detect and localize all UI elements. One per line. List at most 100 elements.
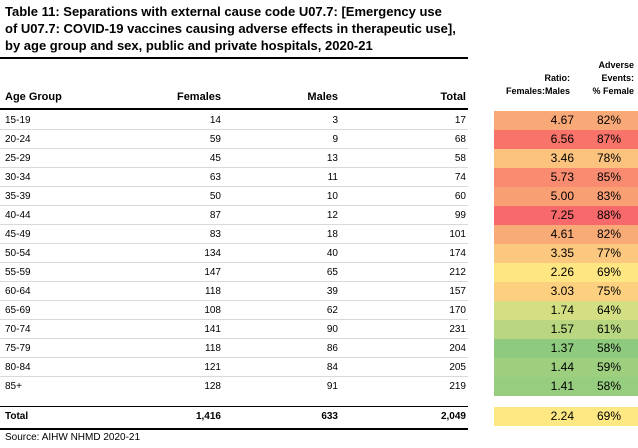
age-cell: 65-69 <box>5 305 31 316</box>
total-row: Total 1,416 633 2,049 2.24 69% <box>0 407 638 426</box>
males-cell: 3 <box>332 115 338 126</box>
females-cell: 134 <box>204 248 221 259</box>
ratio-cell: 2.26 <box>494 263 580 282</box>
pct-female-cell: 88% <box>580 206 638 225</box>
table-row: 30-34 63 11 74 5.73 85% <box>0 168 638 187</box>
table-row: 85+ 128 91 219 1.41 58% <box>0 377 638 396</box>
females-cell: 83 <box>209 229 221 240</box>
total-ratio: 2.24 <box>494 407 580 426</box>
total-rule <box>0 406 468 407</box>
age-cell: 20-24 <box>5 134 31 145</box>
pct-female-cell: 85% <box>580 168 638 187</box>
pct-female-cell: 58% <box>580 339 638 358</box>
row-separator <box>0 148 468 149</box>
females-cell: 14 <box>209 115 221 126</box>
source-note: Source: AIHW NHMD 2020-21 <box>5 432 141 443</box>
row-separator <box>0 205 468 206</box>
ratio-cell: 4.67 <box>494 111 580 130</box>
pct-female-cell: 77% <box>580 244 638 263</box>
females-cell: 50 <box>209 191 221 202</box>
table-row: 75-79 118 86 204 1.37 58% <box>0 339 638 358</box>
ratio-cell: 1.37 <box>494 339 580 358</box>
table-row: 25-29 45 13 58 3.46 78% <box>0 149 638 168</box>
total-cell: 231 <box>449 324 466 335</box>
pct-header-line1: Adverse <box>598 60 634 70</box>
males-cell: 18 <box>326 229 338 240</box>
age-cell: 25-29 <box>5 153 31 164</box>
females-cell: 141 <box>204 324 221 335</box>
males-cell: 84 <box>326 362 338 373</box>
ratio-cell: 7.25 <box>494 206 580 225</box>
total-cell: 174 <box>449 248 466 259</box>
ratio-cell: 3.46 <box>494 149 580 168</box>
ratio-header-line1: Ratio: <box>544 73 571 83</box>
pct-header-line2: Events: <box>601 73 634 83</box>
pct-female-cell: 61% <box>580 320 638 339</box>
ratio-cell: 5.00 <box>494 187 580 206</box>
females-cell: 87 <box>209 210 221 221</box>
total-cell: 68 <box>454 134 466 145</box>
row-separator <box>0 167 468 168</box>
males-cell: 13 <box>326 153 338 164</box>
total-total: 2,049 <box>440 411 466 422</box>
table-row: 60-64 118 39 157 3.03 75% <box>0 282 638 301</box>
age-cell: 40-44 <box>5 210 31 221</box>
pct-female-header: Adverse Events: % Female <box>580 59 634 98</box>
age-cell: 15-19 <box>5 115 31 126</box>
age-cell: 45-49 <box>5 229 31 240</box>
pct-female-cell: 82% <box>580 111 638 130</box>
age-cell: 30-34 <box>5 172 31 183</box>
pct-female-cell: 87% <box>580 130 638 149</box>
age-cell: 60-64 <box>5 286 31 297</box>
females-cell: 118 <box>205 286 221 297</box>
row-separator <box>0 357 468 358</box>
age-cell: 50-54 <box>5 248 31 259</box>
total-cell: 101 <box>449 229 466 240</box>
males-cell: 40 <box>326 248 338 259</box>
row-separator <box>0 281 468 282</box>
total-females: 1,416 <box>195 411 221 422</box>
females-cell: 59 <box>209 134 221 145</box>
pct-header-line3: % Female <box>592 86 634 96</box>
total-pct-female: 69% <box>580 407 638 426</box>
pct-female-cell: 59% <box>580 358 638 377</box>
total-cell: 212 <box>449 267 466 278</box>
row-separator <box>0 319 468 320</box>
row-separator <box>0 243 468 244</box>
total-cell: 157 <box>449 286 466 297</box>
row-separator <box>0 186 468 187</box>
total-header: Total <box>440 91 466 103</box>
total-males: 633 <box>321 411 338 422</box>
males-cell: 90 <box>326 324 338 335</box>
pct-female-cell: 58% <box>580 377 638 396</box>
age-cell: 80-84 <box>5 362 31 373</box>
ratio-cell: 5.73 <box>494 168 580 187</box>
total-cell: 17 <box>454 115 466 126</box>
age-cell: 70-74 <box>5 324 31 335</box>
males-cell: 12 <box>326 210 338 221</box>
pct-female-cell: 75% <box>580 282 638 301</box>
pct-female-cell: 83% <box>580 187 638 206</box>
males-cell: 62 <box>326 305 338 316</box>
total-cell: 99 <box>454 210 466 221</box>
males-cell: 10 <box>326 191 338 202</box>
total-cell: 60 <box>454 191 466 202</box>
ratio-cell: 1.57 <box>494 320 580 339</box>
total-cell: 205 <box>449 362 466 373</box>
ratio-cell: 3.35 <box>494 244 580 263</box>
row-separator <box>0 129 468 130</box>
ratio-cell: 3.03 <box>494 282 580 301</box>
males-header: Males <box>307 91 338 103</box>
row-separator <box>0 338 468 339</box>
table-row: 65-69 108 62 170 1.74 64% <box>0 301 638 320</box>
ratio-cell: 4.61 <box>494 225 580 244</box>
table-row: 35-39 50 10 60 5.00 83% <box>0 187 638 206</box>
row-separator <box>0 376 468 377</box>
table-row: 55-59 147 65 212 2.26 69% <box>0 263 638 282</box>
males-cell: 9 <box>332 134 338 145</box>
bottom-rule <box>0 428 468 430</box>
table-row: 20-24 59 9 68 6.56 87% <box>0 130 638 149</box>
header-rule <box>0 108 468 110</box>
males-cell: 65 <box>326 267 338 278</box>
age-cell: 85+ <box>5 381 22 392</box>
